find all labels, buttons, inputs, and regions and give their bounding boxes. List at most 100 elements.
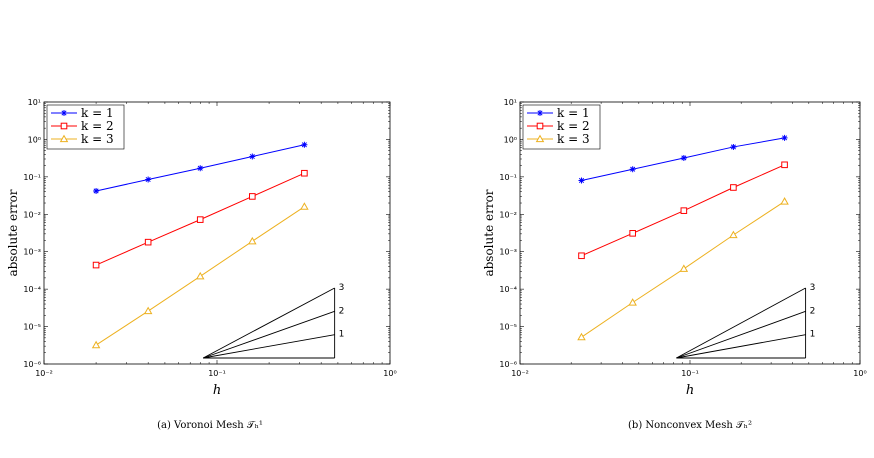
data-point — [578, 252, 585, 260]
slope-line-1 — [203, 334, 335, 359]
y-tick-label: 10⁰ — [504, 135, 517, 144]
series-k3 — [91, 202, 309, 349]
y-tick-label: 10⁻¹ — [23, 173, 41, 182]
data-point — [93, 187, 100, 194]
figure-caption: (b) Nonconvex Mesh 𝒯ₕ² — [628, 420, 752, 431]
data-point — [92, 261, 100, 269]
legend-item: k = 3 — [51, 132, 114, 146]
slope-label: 1 — [339, 330, 345, 340]
series-k2 — [578, 161, 788, 260]
data-point — [59, 134, 69, 143]
x-axis-label: h — [213, 383, 221, 398]
x-tick-label: 10⁰ — [853, 369, 866, 378]
y-tick-label: 10⁰ — [28, 135, 41, 144]
data-point — [144, 238, 152, 246]
data-point — [629, 166, 636, 173]
data-point — [301, 141, 308, 148]
data-point — [195, 271, 205, 280]
chart-panel-a: 10⁻⁶ 10⁻⁵ 10⁻⁴ 10⁻³ 10⁻² 10⁻¹ 10⁰ 10¹ 10⁻² 10⁻¹ 10… — [6, 98, 397, 431]
data-point — [680, 154, 687, 161]
legend-box — [46, 104, 125, 150]
legend-label: k = 3 — [557, 132, 590, 146]
y-tick-label: 10¹ — [28, 98, 41, 107]
data-point — [730, 184, 737, 191]
legend-label: k = 1 — [557, 106, 590, 120]
slope-label: 1 — [810, 330, 816, 340]
data-point — [248, 236, 257, 245]
legend-label: k = 3 — [81, 132, 114, 146]
data-point — [679, 264, 689, 272]
y-tick-label: 10⁻⁶ — [23, 360, 41, 369]
slope-label: 3 — [810, 283, 816, 293]
data-point — [628, 298, 637, 306]
y-tick-label: 10⁻⁴ — [499, 285, 517, 294]
data-point — [61, 110, 67, 116]
slope-line-2 — [676, 310, 806, 359]
data-point — [730, 143, 737, 150]
legend-box — [522, 104, 601, 150]
slope-line-3 — [676, 287, 806, 359]
legend-item: k = 2 — [527, 119, 590, 133]
x-tick-label: 10⁻² — [511, 369, 529, 378]
y-tick-label: 10⁻⁶ — [499, 360, 517, 369]
series-k1 — [578, 134, 788, 184]
x-tick-label: 10⁻¹ — [681, 369, 699, 378]
data-point — [537, 110, 543, 116]
legend-label: k = 1 — [81, 106, 114, 120]
data-point — [145, 176, 152, 183]
data-point — [535, 134, 545, 143]
slope-label: 2 — [810, 306, 816, 316]
data-point — [629, 230, 636, 237]
slope-label: 2 — [339, 306, 345, 316]
y-tick-label: 10¹ — [504, 98, 517, 107]
data-point — [578, 177, 585, 184]
y-tick-label: 10⁻⁴ — [23, 285, 41, 294]
data-point — [536, 122, 544, 130]
legend: k = 1k = 2k = 3 — [46, 104, 125, 150]
data-point — [301, 169, 308, 177]
legend-item: k = 2 — [51, 119, 114, 133]
y-tick-label: 10⁻⁵ — [499, 323, 517, 332]
x-axis-label: h — [686, 383, 694, 398]
data-point — [781, 161, 788, 169]
series-k1 — [93, 141, 308, 194]
data-point — [60, 122, 68, 130]
data-point — [143, 306, 153, 315]
series-k2 — [92, 169, 308, 269]
slope-line-3 — [202, 287, 335, 359]
y-tick-label: 10⁻⁵ — [23, 323, 41, 332]
data-point — [577, 332, 586, 341]
data-point — [781, 134, 788, 141]
data-point — [249, 153, 256, 160]
legend-item: k = 1 — [51, 106, 114, 120]
x-tick-label: 10⁻² — [35, 369, 53, 378]
slope-line-2 — [203, 310, 335, 359]
data-point — [680, 207, 688, 214]
legend-item: k = 3 — [527, 132, 590, 146]
series-k3 — [577, 197, 789, 341]
data-point — [729, 230, 738, 239]
legend-item: k = 1 — [527, 106, 590, 120]
data-point — [780, 197, 789, 205]
y-tick-label: 10⁻² — [499, 210, 517, 219]
y-tick-label: 10⁻³ — [23, 248, 41, 257]
x-tick-label: 10⁻¹ — [208, 369, 226, 378]
chart-panel-b: 10⁻⁶ 10⁻⁵ 10⁻⁴ 10⁻³ 10⁻² 10⁻¹ 10⁰ 10¹ 10⁻² 10⁻¹ 10… — [482, 98, 867, 431]
y-tick-label: 10⁻³ — [499, 248, 517, 257]
data-point — [91, 340, 101, 349]
y-tick-label: 10⁻¹ — [499, 173, 517, 182]
figure-caption: (a) Voronoi Mesh 𝒯ₕ¹ — [157, 420, 263, 431]
x-tick-label: 10⁰ — [383, 369, 396, 378]
slope-label: 3 — [339, 283, 345, 293]
y-axis-label: absolute error — [482, 189, 496, 276]
data-point — [196, 216, 204, 223]
slope-line-1 — [676, 334, 806, 359]
data-point — [197, 165, 204, 172]
data-point — [249, 193, 256, 200]
legend-label: k = 2 — [81, 119, 114, 133]
y-tick-label: 10⁻² — [23, 210, 41, 219]
data-point — [300, 202, 309, 210]
legend-label: k = 2 — [557, 119, 590, 133]
y-axis-label: absolute error — [6, 189, 20, 276]
